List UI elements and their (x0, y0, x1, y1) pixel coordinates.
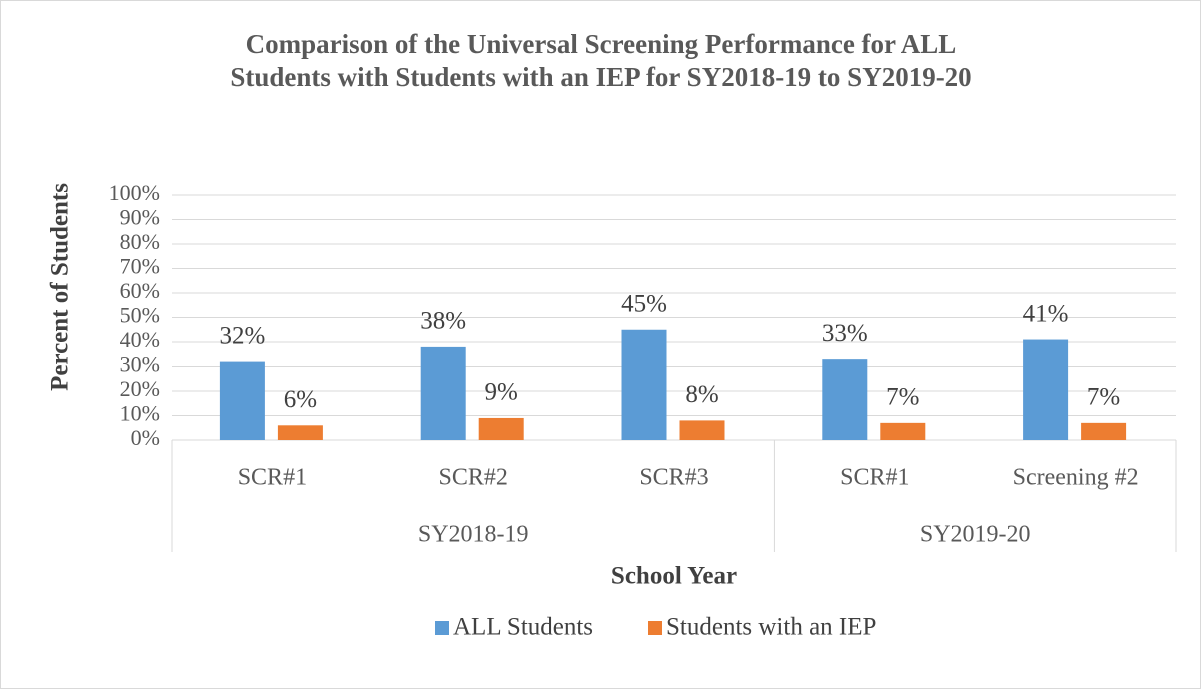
data-label: 41% (1023, 300, 1069, 327)
bar (478, 417, 524, 440)
y-tick-label: 0% (131, 425, 160, 450)
bar (1081, 422, 1127, 440)
x-tick-label: SCR#2 (439, 465, 508, 491)
bar (277, 425, 323, 440)
data-label: 9% (485, 379, 518, 406)
x-axis-title: School Year (611, 563, 737, 590)
data-label: 32% (219, 322, 265, 349)
bar (1023, 339, 1069, 440)
data-label: 6% (284, 386, 317, 413)
y-tick-label: 90% (120, 205, 160, 230)
legend-swatch (648, 621, 662, 635)
x-tick-label: SCR#1 (840, 465, 909, 491)
group-label: SY2018-19 (418, 522, 529, 548)
y-tick-label: 30% (120, 352, 160, 377)
y-tick-label: 80% (120, 229, 160, 254)
y-tick-label: 100% (109, 180, 160, 205)
data-label: 38% (420, 308, 466, 335)
bar (679, 420, 725, 440)
data-label: 8% (685, 381, 718, 408)
legend-swatch (435, 621, 449, 635)
y-tick-label: 40% (120, 327, 160, 352)
bar (420, 346, 466, 440)
y-tick-label: 70% (120, 254, 160, 279)
group-label: SY2019-20 (920, 522, 1031, 548)
y-tick-label: 50% (120, 303, 160, 328)
y-tick-label: 20% (120, 376, 160, 401)
x-tick-label: SCR#3 (639, 465, 708, 491)
y-axis-title: Percent of Students (47, 183, 74, 391)
y-tick-label: 60% (120, 278, 160, 303)
bar (621, 329, 667, 440)
chart-title: Comparison of the Universal Screening Pe… (246, 29, 957, 59)
x-tick-label: Screening #2 (1013, 465, 1139, 491)
y-tick-label: 10% (120, 401, 160, 426)
bar (219, 361, 265, 440)
bar (822, 359, 868, 440)
legend-label: ALL Students (453, 614, 593, 641)
data-label: 33% (822, 320, 868, 347)
data-label: 7% (886, 384, 919, 411)
x-tick-label: SCR#1 (238, 465, 307, 491)
bar (880, 422, 926, 440)
data-label: 45% (621, 290, 667, 317)
data-label: 7% (1087, 384, 1120, 411)
legend-label: Students with an IEP (666, 614, 876, 641)
chart-title: Students with Students with an IEP for S… (230, 62, 971, 92)
